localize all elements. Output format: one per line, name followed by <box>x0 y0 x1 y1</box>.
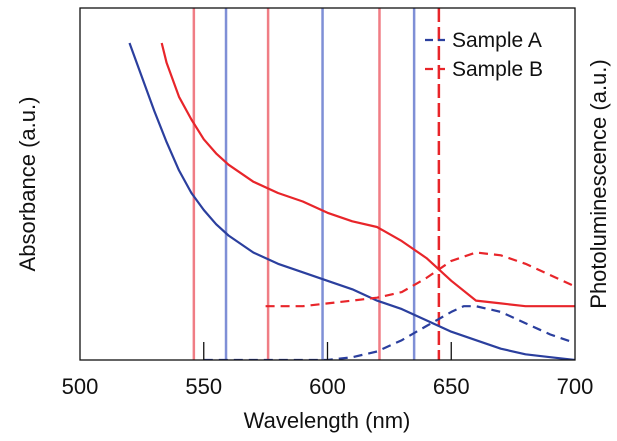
x-tick-label-650: 650 <box>433 374 470 399</box>
x-tick-label-700: 700 <box>557 374 594 399</box>
x-tick-label-500: 500 <box>62 374 99 399</box>
series-lines <box>128 42 575 360</box>
series-sample-a-photoluminescence <box>203 305 575 360</box>
series-sample-b-photoluminescence <box>265 251 575 308</box>
y-axis-title-left: Absorbance (a.u.) <box>15 97 40 272</box>
x-tick-label-550: 550 <box>185 374 222 399</box>
series-sample-a-absorbance <box>128 42 575 360</box>
legend: Sample A Sample B <box>425 29 543 81</box>
x-tick-label-600: 600 <box>309 374 346 399</box>
y-axis-title-right: Photoluminescence (a.u.) <box>586 59 611 308</box>
x-axis-title: Wavelength (nm) <box>244 408 411 433</box>
x-axis-ticks: 500 550 600 650 700 <box>62 342 594 399</box>
vertical-marker-lines <box>192 8 441 360</box>
series-sample-b-absorbance <box>160 42 575 308</box>
legend-label-sample-b: Sample B <box>452 58 543 81</box>
legend-label-sample-a: Sample A <box>452 29 542 52</box>
